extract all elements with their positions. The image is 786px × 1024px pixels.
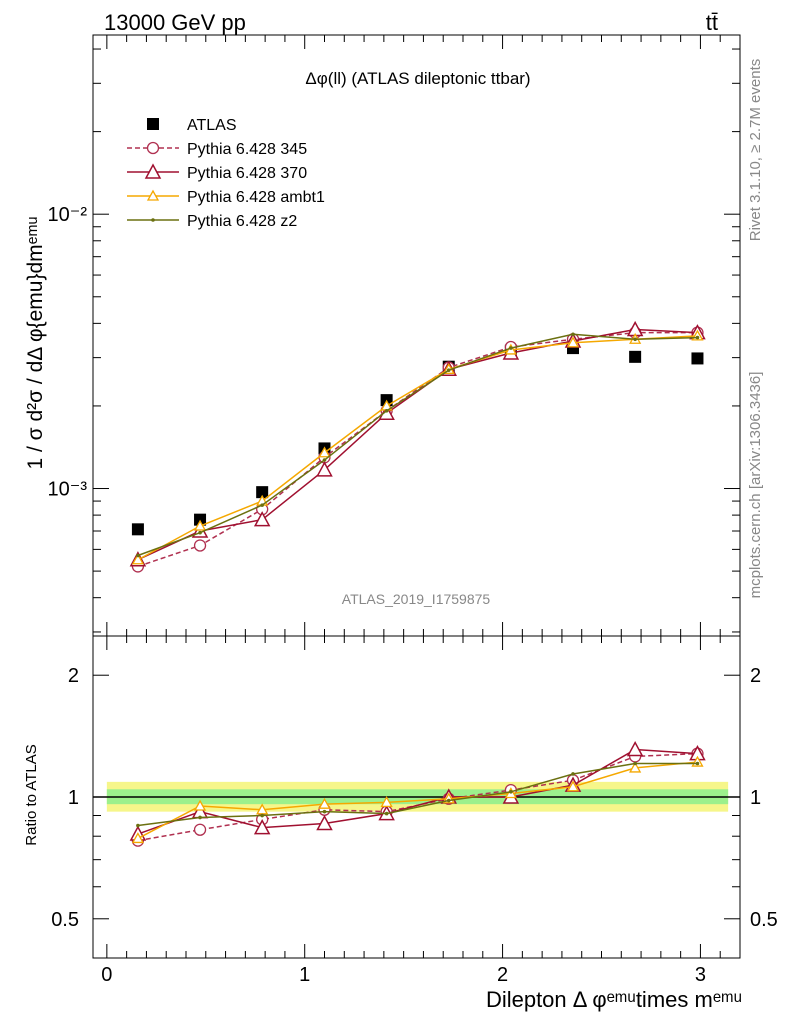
series-line-main (137, 328, 698, 561)
mc-point-triangle (316, 461, 333, 477)
data-point (256, 486, 269, 499)
mc-point-triangle-small (629, 761, 642, 773)
main-series-group (129, 320, 706, 573)
legend-label: ATLAS (187, 117, 237, 134)
legend-label: Pythia 6.428 z2 (187, 213, 297, 230)
x-tick-label: 2 (497, 964, 508, 986)
mc-point-dot (384, 811, 389, 816)
ratio-series-group (129, 740, 706, 847)
mc-point-dot (509, 346, 513, 350)
y-tick-label-ratio: 1 (68, 787, 79, 809)
mc-point-triangle-small (318, 797, 331, 809)
y-tick-label-ratio: 0.5 (51, 909, 79, 931)
series-line-ratio (137, 762, 698, 827)
mc-point-dot (136, 553, 140, 558)
y-axis-label-ratio: Ratio to ATLAS (23, 744, 40, 845)
mc-point-circle (193, 539, 207, 552)
mc-point-dot (695, 761, 700, 766)
mc-point-triangle-small (193, 799, 207, 811)
series-line-ratio (137, 748, 698, 835)
x-tick-label: 0 (101, 964, 112, 986)
legend-label: Pythia 6.428 345 (187, 141, 307, 158)
mc-point-dot (571, 332, 575, 337)
series-line-main (137, 333, 698, 557)
mc-point-dot (571, 772, 575, 776)
mc-point-triangle-small (146, 189, 160, 201)
legend: ATLAS Pythia 6.428 345 Pythia 6.428 370 Pyt… (127, 117, 325, 230)
y-tick-label-ratio-right: 2 (750, 665, 761, 687)
legend-label: Pythia 6.428 370 (187, 165, 307, 182)
process-label: 13000 GeV pp (104, 10, 246, 35)
series-line-main (137, 331, 698, 568)
mc-point-dot (151, 218, 155, 222)
mc-point-triangle-small (318, 446, 331, 458)
mc-point-triangle-small (131, 553, 145, 565)
mc-point-dot (322, 458, 327, 462)
x-tick-label: 3 (695, 964, 706, 986)
y-axis-label-main: 1 / σ d²σ / dΔ φ{emu}dmᵉᵐᵘ (24, 216, 47, 469)
mc-point-triangle-small (566, 336, 580, 348)
mc-point-triangle (253, 511, 271, 527)
mc-point-triangle-small (131, 832, 145, 844)
mc-point-circle (146, 141, 160, 155)
analysis-id: ATLAS_2019_I1759875 (342, 591, 491, 607)
mc-point-triangle (253, 819, 271, 835)
final-state-label: tt̄ (706, 10, 718, 35)
y-tick-label-ratio-right: 0.5 (750, 909, 778, 931)
mc-point-triangle (626, 740, 644, 757)
data-point (194, 513, 207, 526)
chart-title: Δφ(ll) (ATLAS dileptonic ttbar) (305, 69, 530, 88)
legend-label: Pythia 6.428 ambt1 (187, 189, 325, 206)
data-point (131, 523, 144, 536)
y-tick-label-main: 10⁻² (48, 204, 88, 226)
rivet-version: Rivet 3.1.10, ≥ 2.7M events (747, 59, 764, 242)
mc-point-dot (695, 335, 700, 340)
axis-ticks: 0 1 2 3 10⁻³ 10⁻² 0.5 0.5 1 1 2 2 (48, 35, 778, 986)
mc-point-dot (446, 368, 451, 372)
mc-point-dot (446, 798, 451, 803)
mc-point-dot (633, 337, 637, 342)
series-line-ratio (137, 761, 698, 840)
data-point (147, 118, 159, 130)
mc-point-circle (193, 823, 207, 836)
mc-point-dot (322, 809, 327, 814)
y-tick-label-ratio-right: 1 (750, 787, 761, 809)
mc-point-triangle-small (566, 780, 580, 792)
mc-point-dot (509, 790, 513, 794)
data-point (629, 350, 642, 363)
mc-point-dot (260, 813, 264, 818)
mc-point-dot (384, 409, 389, 413)
x-tick-label: 1 (299, 964, 310, 986)
mc-point-dot (198, 530, 202, 535)
mc-point-triangle (144, 163, 162, 179)
y-tick-label-main: 10⁻³ (48, 479, 88, 501)
data-point (691, 352, 704, 365)
mc-point-triangle (316, 814, 333, 831)
y-tick-label-ratio: 2 (68, 665, 79, 687)
mc-point-dot (633, 761, 637, 766)
series-line-main (137, 335, 698, 561)
mcplots-credit: mcplots.cern.ch [arXiv:1306.3436] (747, 372, 764, 599)
mc-point-dot (260, 503, 264, 507)
mc-point-dot (136, 823, 140, 828)
mc-point-triangle-small (193, 519, 207, 531)
mc-point-dot (198, 815, 202, 820)
x-axis-label: Dilepton Δ φᵉᵐᵘtimes mᵉᵐᵘ (486, 987, 742, 1012)
mc-point-triangle-small (380, 796, 393, 808)
